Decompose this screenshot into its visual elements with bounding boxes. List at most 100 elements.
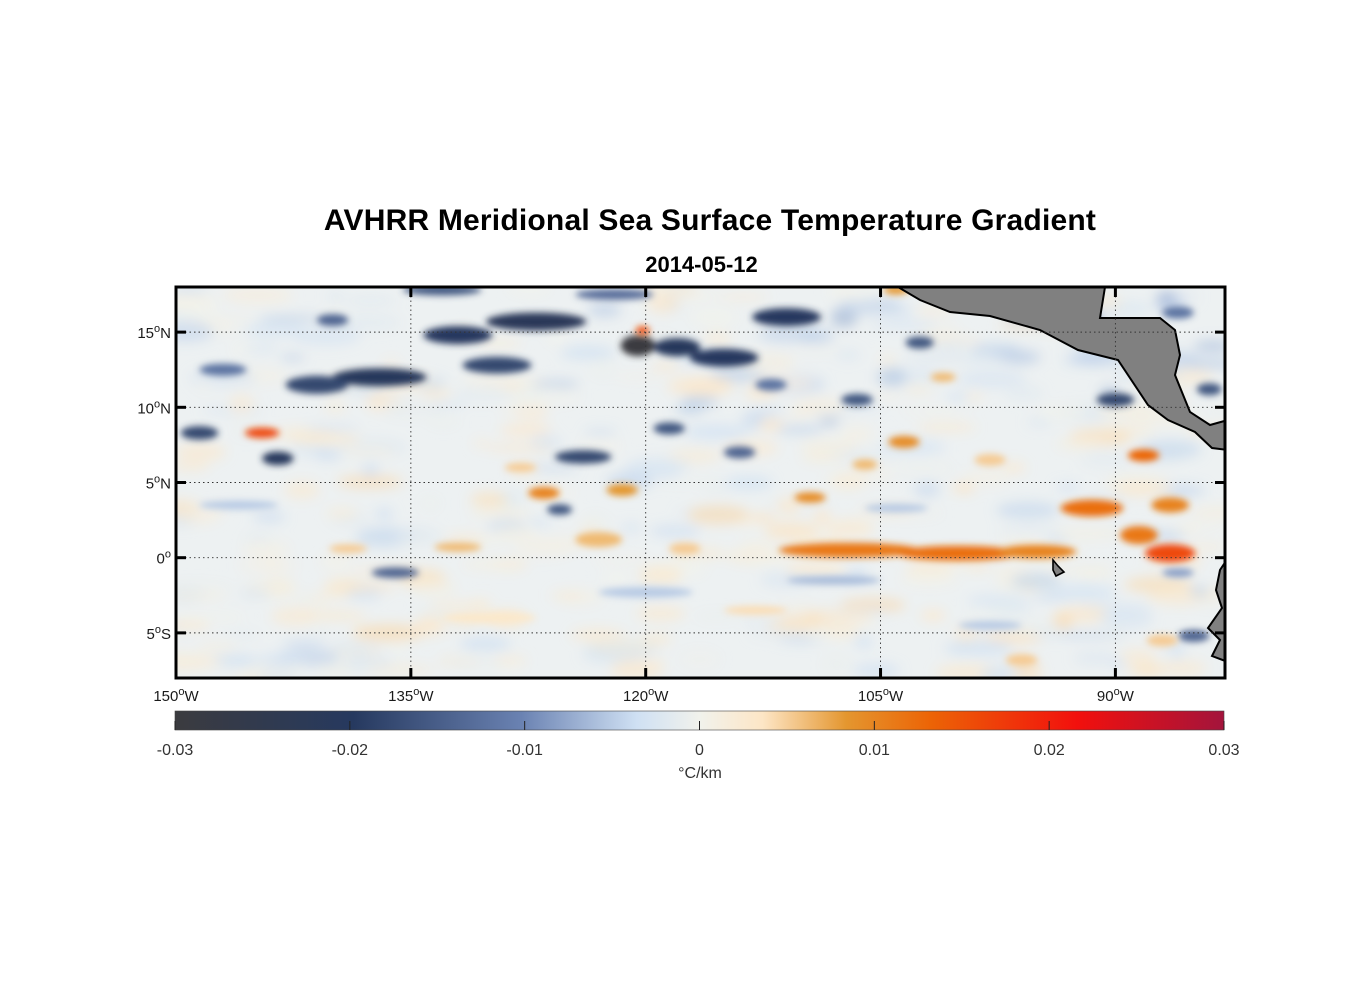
positive-gradient-feature [794,492,826,503]
texture-blob [284,480,320,500]
lon-label: 120oW [623,686,669,705]
texture-blob [530,465,579,472]
texture-blob [326,291,345,302]
negative-gradient-feature [755,378,787,391]
lon-label: 150oW [153,686,199,705]
texture-blob [871,391,903,401]
texture-blob [176,621,211,630]
positive-gradient-feature [1060,499,1124,517]
positive-gradient-feature [974,453,1006,466]
texture-blob [594,554,650,565]
lon-label: 105oW [858,686,904,705]
negative-gradient-feature [786,575,881,585]
texture-blob [741,618,785,628]
texture-blob [333,315,401,330]
positive-gradient-feature [896,545,1022,561]
texture-blob [244,344,279,354]
negative-gradient-feature [332,368,427,387]
texture-blob [587,303,622,317]
texture-blob [990,565,1029,574]
texture-blob [492,525,537,543]
texture-blob [324,399,346,414]
texture-blob [528,518,553,526]
texture-blob [749,513,778,522]
texture-blob [1155,290,1178,308]
negative-gradient-feature [485,312,587,331]
texture-blob [1073,651,1118,665]
positive-gradient-feature [635,326,650,336]
positive-gradient-feature [434,542,482,552]
texture-blob [1123,665,1168,672]
texture-blob [647,295,680,314]
texture-blob [459,637,512,651]
texture-blob [374,508,394,520]
texture-blob [469,506,532,519]
texture-blob [1193,340,1225,353]
positive-gradient-feature [778,542,920,558]
texture-blob [222,287,293,305]
positive-gradient-feature [329,544,368,554]
latitude-labels: 15oN 10oN 5oN 0o 5oS [137,323,171,643]
negative-gradient-feature [864,503,928,513]
negative-gradient-feature [905,336,934,349]
texture-blob [584,429,617,436]
texture-blob [196,315,259,323]
texture-blob [681,394,719,408]
texture-blob [889,461,955,476]
positive-gradient-features [244,287,1196,666]
texture-blob [1081,451,1132,468]
negative-gradient-feature [423,326,493,345]
texture-blob [703,330,732,348]
positive-gradient-feature [575,532,623,548]
negative-gradient-feature [1162,568,1194,578]
colorbar-tick-label: 0.01 [859,742,890,759]
texture-blob [916,422,977,432]
texture-blob [649,525,702,537]
texture-blob [786,415,805,423]
texture-blob [777,497,802,514]
texture-blob [176,657,227,667]
texture-blob [462,559,522,571]
texture-blob [507,287,551,296]
texture-blob [835,350,861,361]
texture-blob [238,587,271,600]
texture-blob [291,326,361,346]
texture-blob [620,522,642,535]
texture-blob [493,656,528,664]
texture-blob [687,505,750,525]
texture-blob [1010,573,1061,589]
texture-blob [196,379,212,391]
texture-blob [812,508,831,526]
texture-blob [384,395,410,416]
texture-blob [1157,660,1207,677]
negative-gradient-feature [723,446,756,459]
texture-blob [955,625,980,645]
texture-blob [718,293,769,301]
negative-gradient-feature [403,287,482,296]
texture-blob [252,511,286,523]
texture-blob [1004,386,1043,401]
texture-blob [513,539,575,558]
negative-gradient-feature [554,450,612,464]
texture-blob [340,444,398,458]
texture-blob [315,665,358,675]
texture-blob [683,424,751,440]
texture-blob [956,370,1027,388]
texture-blob [420,496,440,511]
texture-blob [545,329,568,346]
negative-gradient-feature [841,393,873,406]
texture-blob [591,358,614,378]
texture-blob [694,612,740,621]
texture-blob [779,604,819,614]
texture-blob [966,610,1005,619]
negative-gradient-feature [371,567,419,578]
central-america-land [896,287,1225,451]
texture-blob [1055,483,1081,492]
lat-label: 0o [157,549,171,568]
texture-blob [588,637,658,656]
texture-blob [228,394,255,414]
texture-blob [226,632,259,639]
texture-blob [850,447,890,461]
texture-blob [475,338,523,348]
